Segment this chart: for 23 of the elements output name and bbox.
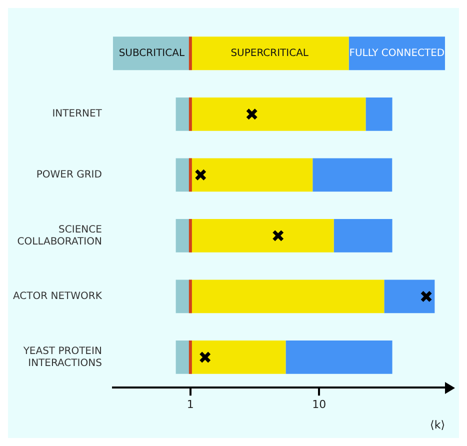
- series-label: SUPERCRITICAL: [230, 48, 309, 59]
- x-axis-title: ⟨k⟩: [430, 418, 445, 432]
- series-label: FULLY CONNECTED: [349, 48, 445, 59]
- y-tick-label: INTERNET: [52, 108, 103, 120]
- bar: [334, 218, 392, 252]
- bar: [286, 340, 392, 374]
- y-tick-label: POWER GRID: [36, 170, 102, 181]
- bar: [190, 280, 384, 314]
- x-tick-label: 1: [186, 398, 194, 412]
- series-label: SUBCRITICAL: [118, 48, 185, 59]
- bar: [312, 158, 392, 192]
- y-tick-label: YEAST PROTEIN INTERACTIONS: [22, 346, 102, 369]
- bar: [190, 218, 334, 252]
- bar: [190, 340, 286, 374]
- bar: [190, 97, 366, 131]
- bar: [348, 36, 445, 70]
- y-tick-label: SCIENCE COLLABORATION: [17, 224, 102, 248]
- bar: [190, 158, 313, 192]
- y-tick-label: ACTOR NETWORK: [12, 291, 102, 302]
- bar: [190, 36, 349, 70]
- x-tick-label: 10: [312, 398, 326, 412]
- bar: [366, 97, 392, 131]
- bar: [384, 280, 435, 314]
